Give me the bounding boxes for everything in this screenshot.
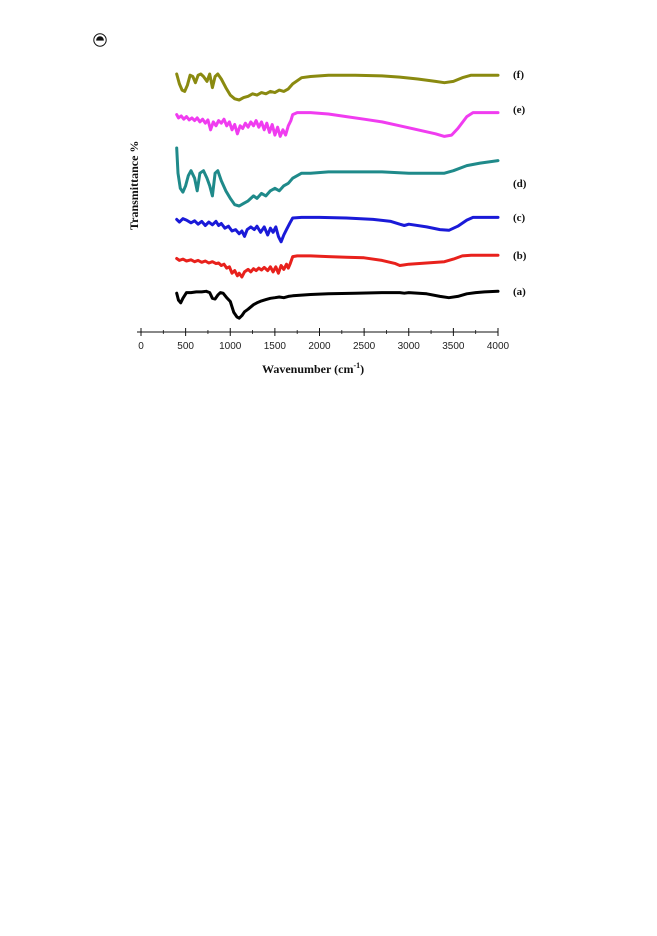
x-tick-label: 1000 [219, 341, 242, 352]
x-tick-label: 2000 [308, 341, 331, 352]
series-line-b [175, 253, 500, 279]
series-line-c [175, 215, 500, 244]
x-tick-label: 500 [177, 341, 194, 352]
series-label-d: (d) [513, 178, 527, 190]
y-axis-title: Transmittance % [127, 141, 141, 230]
series-labels: (a) (b) (c) (d) (e) (f) [513, 69, 527, 298]
series-label-b: (b) [513, 250, 527, 262]
series-label-e: (e) [513, 104, 526, 116]
x-tick-label: 3500 [442, 341, 465, 352]
x-tick-label: 4000 [487, 341, 510, 352]
x-axis-title: Wavenumber (cm-1) [262, 361, 364, 376]
x-tick-label: 2500 [353, 341, 376, 352]
series-line-d [175, 146, 500, 208]
x-axis: 0 500 1000 1500 2000 2500 3000 3500 4000 [137, 328, 510, 352]
series-label-a: (a) [513, 286, 526, 298]
x-tick-label: 1500 [264, 341, 287, 352]
x-tick-label: 0 [138, 341, 144, 352]
x-tick-label: 3000 [398, 341, 421, 352]
series-layer [175, 72, 500, 320]
copyright-icon [93, 33, 107, 47]
series-line-f [175, 72, 500, 102]
series-line-e [175, 111, 500, 138]
series-label-c: (c) [513, 212, 526, 224]
series-line-a [175, 289, 500, 320]
ftir-chart: (a) (b) (c) (d) (e) (f) 0 500 1000 1500 2000 2500 3… [127, 69, 527, 376]
series-label-f: (f) [513, 69, 524, 81]
